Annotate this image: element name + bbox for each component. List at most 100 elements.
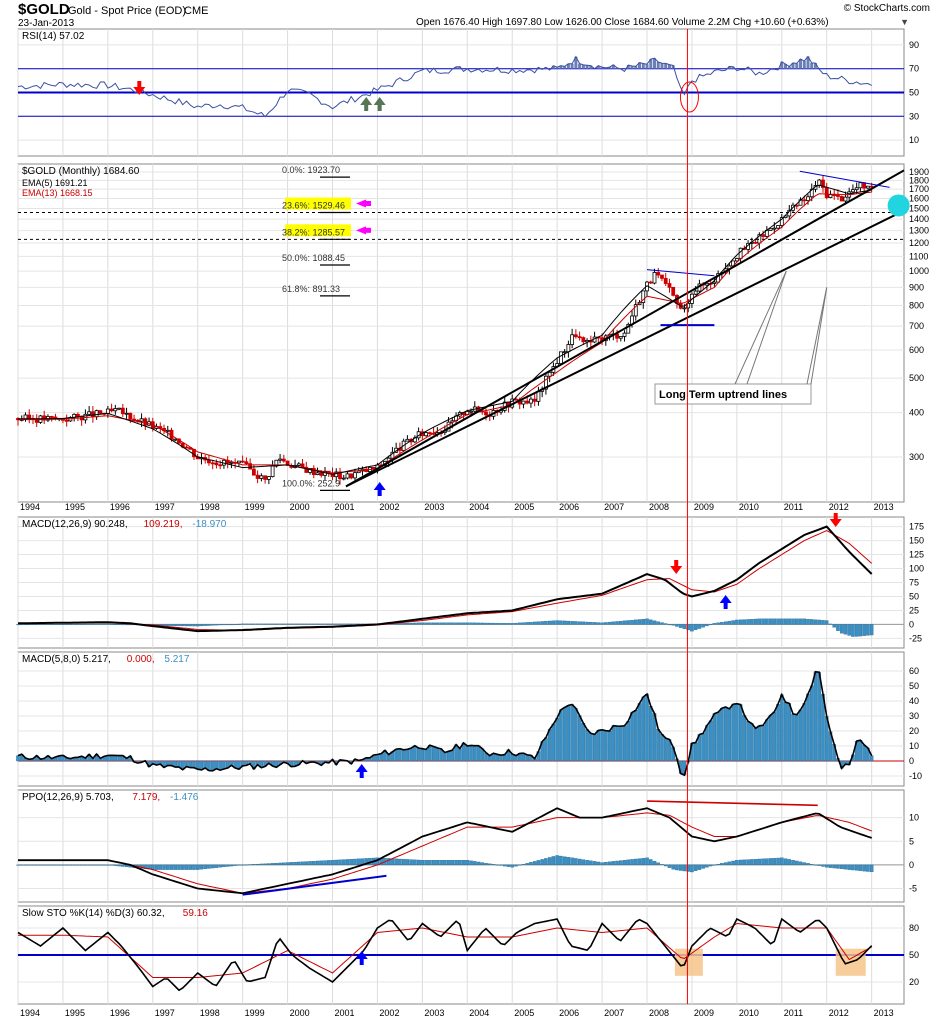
price-candle <box>300 463 305 468</box>
histogram-bar <box>551 620 556 625</box>
histogram-bar <box>330 623 335 625</box>
exchange-label: CME <box>184 5 209 17</box>
histogram-bar <box>323 623 327 625</box>
histogram-bar <box>581 859 586 866</box>
histogram-bar <box>843 864 848 870</box>
x-tick-label: 2009 <box>694 502 714 512</box>
histogram-bar <box>742 715 747 762</box>
x-tick-label: 2001 <box>335 1008 355 1018</box>
histogram-bar <box>619 620 623 625</box>
price-candle <box>712 281 717 284</box>
y-tick-label: 1600 <box>909 194 929 204</box>
price-candle <box>734 258 739 262</box>
uptrend-line <box>345 209 905 488</box>
price-candle <box>132 418 136 421</box>
histogram-bar <box>555 855 559 866</box>
x-tick-label: 1997 <box>155 1008 175 1018</box>
y-tick-label: 75 <box>909 578 919 588</box>
y-tick-label: 400 <box>909 408 924 418</box>
price-candle <box>806 196 810 202</box>
histogram-bar <box>851 624 855 637</box>
histogram-bar <box>240 864 245 866</box>
histogram-bar <box>424 749 428 762</box>
histogram-bar <box>551 856 556 866</box>
histogram-bar <box>192 760 196 768</box>
histogram-bar <box>521 864 526 866</box>
panel-frame-4 <box>17 789 905 903</box>
histogram-bar <box>663 864 668 867</box>
histogram-bar <box>177 624 181 627</box>
price-candle <box>341 477 346 480</box>
histogram-bar <box>259 623 264 625</box>
histogram-bar <box>300 861 305 866</box>
histogram-bar <box>765 719 769 762</box>
histogram-bar <box>225 864 230 867</box>
histogram-bar <box>222 864 226 868</box>
price-candle <box>682 307 687 310</box>
price-candle <box>259 475 264 479</box>
histogram-bar <box>701 624 705 628</box>
histogram-bar <box>327 860 331 866</box>
histogram-bar <box>413 859 417 866</box>
histogram-bar <box>218 624 222 626</box>
y-tick-label: 500 <box>909 373 924 383</box>
price-candle <box>573 334 578 338</box>
histogram-bar <box>413 622 417 625</box>
histogram-bar <box>173 864 178 870</box>
histogram-bar <box>166 864 170 870</box>
histogram-bar <box>589 622 593 625</box>
price-candle <box>851 189 855 193</box>
histogram-bar <box>469 622 473 625</box>
histogram-bar <box>263 863 267 866</box>
price-candle <box>143 418 148 426</box>
histogram-bar <box>547 728 552 762</box>
histogram-bar <box>267 863 271 866</box>
histogram-bar <box>847 624 851 636</box>
histogram-bar <box>27 624 31 626</box>
price-candle <box>165 429 170 432</box>
histogram-bar <box>802 862 807 866</box>
histogram-bar <box>570 857 574 866</box>
histogram-bar <box>83 864 88 866</box>
x-tick-label: 2010 <box>739 502 759 512</box>
fib-level-label: 50.0%: 1088.45 <box>282 253 345 263</box>
legend-entry: 59.16 <box>183 908 208 919</box>
histogram-bar <box>364 858 368 866</box>
histogram-bar <box>443 622 447 625</box>
histogram-bar <box>106 623 110 625</box>
histogram-bar <box>693 624 698 630</box>
histogram-bar <box>585 621 589 625</box>
price-candle <box>139 418 144 422</box>
y-tick-label: 30 <box>909 711 919 721</box>
histogram-bar <box>566 620 571 625</box>
histogram-bar <box>604 730 608 762</box>
symbol-name: Gold - Spot Price (EOD) <box>68 5 186 17</box>
legend-entry: EMA(5) 1691.21 <box>22 178 88 188</box>
histogram-bar <box>663 623 668 625</box>
price-candle <box>529 398 533 404</box>
histogram-bar <box>237 623 241 625</box>
x-tick-label: 2003 <box>424 502 444 512</box>
histogram-bar <box>757 858 762 866</box>
price-candle <box>577 336 582 339</box>
histogram-bar <box>192 864 196 870</box>
histogram-bar <box>626 720 631 762</box>
histogram-bar <box>783 858 788 866</box>
price-candle <box>633 304 638 317</box>
histogram-bar <box>458 860 462 866</box>
histogram-bar <box>735 619 739 625</box>
histogram-bar <box>727 620 732 625</box>
histogram-bar <box>742 859 747 866</box>
x-tick-label: 2006 <box>559 502 579 512</box>
histogram-bar <box>98 623 103 625</box>
histogram-bar <box>312 623 316 625</box>
histogram-bar <box>502 864 507 867</box>
y-tick-label: 10 <box>909 813 919 823</box>
histogram-bar <box>731 620 735 625</box>
price-candle <box>693 290 698 295</box>
histogram-bar <box>705 725 709 762</box>
histogram-bar <box>824 620 829 625</box>
chevron-down-icon[interactable]: ▼ <box>900 17 909 27</box>
histogram-bar <box>574 708 578 762</box>
